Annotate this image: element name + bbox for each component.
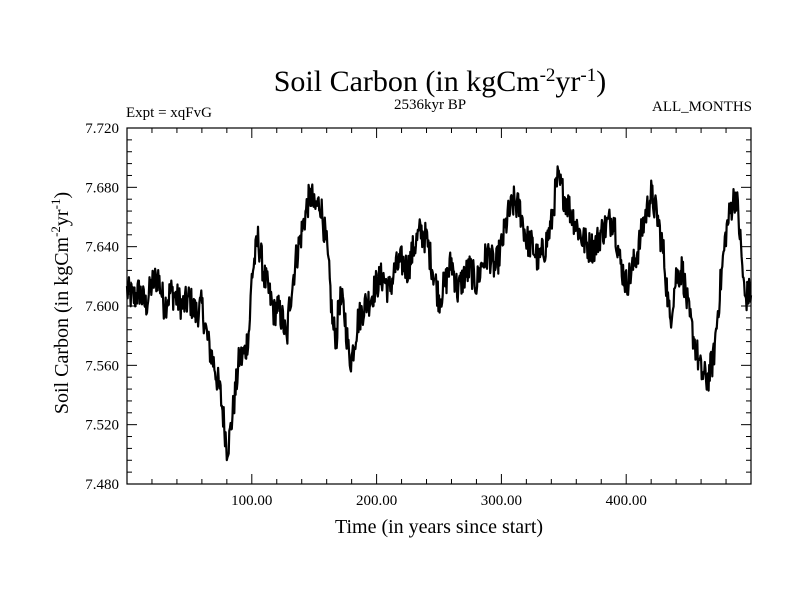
- x-tick-label: 300.00: [481, 493, 522, 509]
- axis-tick-labels: 100.00 200.00 300.00 400.00 7.480 7.520 7.560 7…: [85, 121, 647, 509]
- y-tick-label: 7.560: [85, 358, 119, 374]
- x-axis-label: Time (in years since start): [335, 516, 543, 538]
- plot-frame: [126, 127, 752, 485]
- x-tick-label: 100.00: [231, 493, 272, 509]
- chart-title: Soil Carbon (in kgCm-2yr-1): [274, 65, 607, 98]
- y-tick-label: 7.480: [85, 477, 119, 493]
- subtitle: 2536kyr BP: [394, 97, 466, 113]
- series-line-soil-carbon: [125, 165, 753, 462]
- y-tick-label: 7.640: [85, 240, 119, 256]
- experiment-label: Expt = xqFvG: [126, 105, 212, 121]
- x-tick-label: 400.00: [606, 493, 647, 509]
- x-tick-label: 200.00: [356, 493, 397, 509]
- y-tick-label: 7.600: [85, 299, 119, 315]
- y-tick-label: 7.520: [85, 418, 119, 434]
- months-label: ALL_MONTHS: [652, 99, 752, 115]
- y-tick-label: 7.680: [85, 180, 119, 196]
- y-tick-label: 7.720: [85, 121, 119, 137]
- y-axis-label: Soil Carbon (in kgCm-2yr-1): [48, 192, 73, 414]
